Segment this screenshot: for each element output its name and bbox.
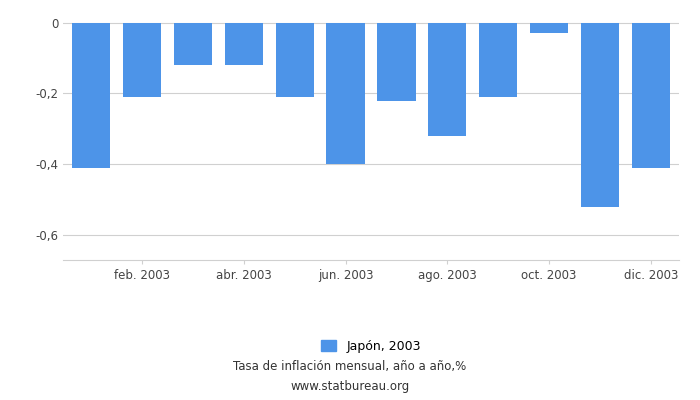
Bar <box>428 23 466 136</box>
Bar <box>530 23 568 33</box>
Bar <box>225 23 262 65</box>
Bar <box>276 23 314 97</box>
Bar <box>174 23 212 65</box>
Legend: Japón, 2003: Japón, 2003 <box>316 335 426 358</box>
Text: www.statbureau.org: www.statbureau.org <box>290 380 410 393</box>
Text: Tasa de inflación mensual, año a año,%: Tasa de inflación mensual, año a año,% <box>233 360 467 373</box>
Bar <box>377 23 416 100</box>
Bar <box>122 23 161 97</box>
Bar <box>326 23 365 164</box>
Bar <box>632 23 670 168</box>
Bar <box>72 23 110 168</box>
Bar <box>581 23 620 207</box>
Bar <box>480 23 517 97</box>
